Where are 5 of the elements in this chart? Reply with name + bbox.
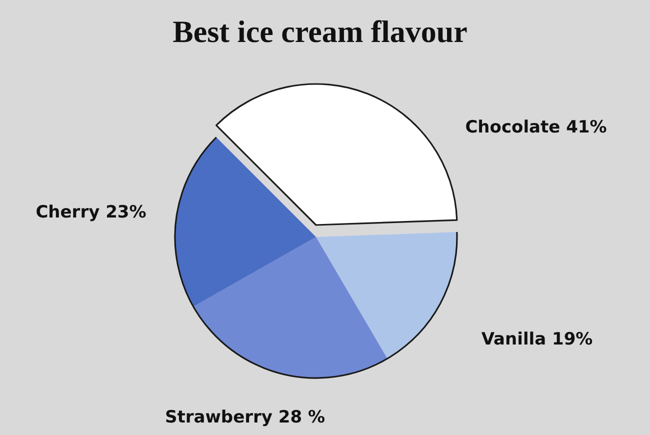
slice-label: Chocolate 41% bbox=[465, 118, 607, 138]
slice-label: Cherry 23% bbox=[36, 202, 146, 223]
slice-label: Strawberry 28 % bbox=[164, 408, 326, 428]
slice-label: Vanilla 19% bbox=[481, 330, 593, 350]
chart-title: Best ice cream flavour bbox=[172, 14, 468, 49]
